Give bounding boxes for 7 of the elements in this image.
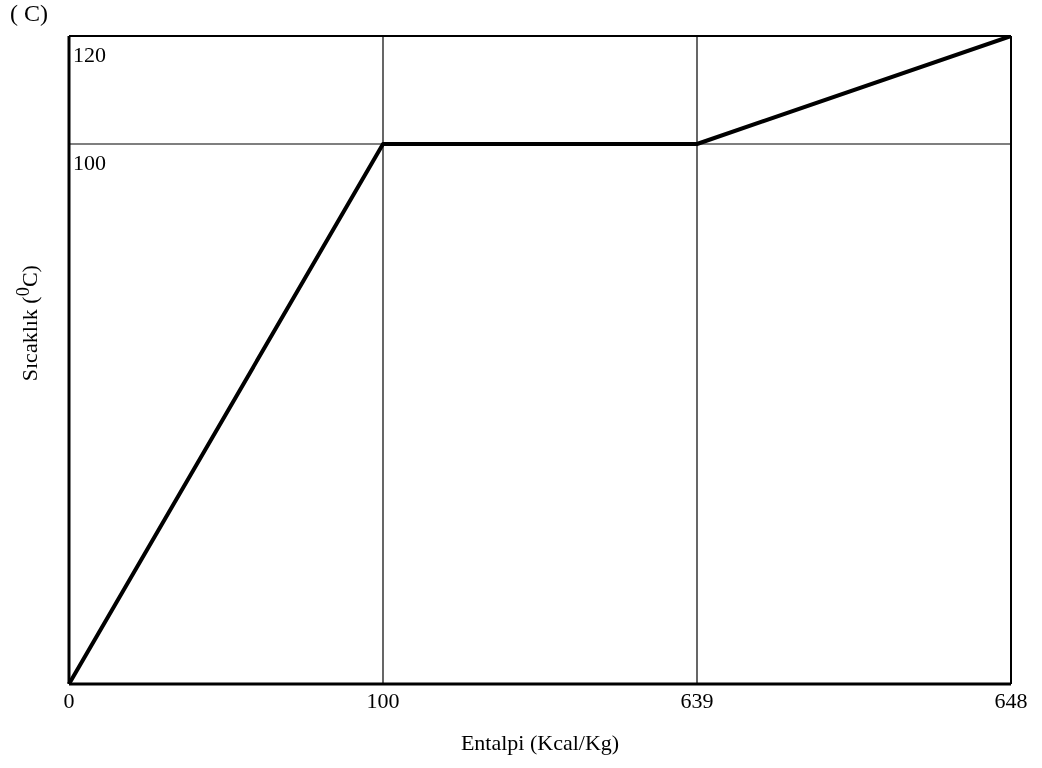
x-tick-label: 648 [994, 688, 1028, 713]
x-axis-title: Entalpi (Kcal/Kg) [460, 730, 620, 755]
x-tick-label: 0 [63, 688, 75, 713]
x-tick-label: 100 [366, 688, 400, 713]
chart-title: ( C) [10, 0, 48, 27]
x-tick-label: 639 [680, 688, 714, 713]
y-tick-label: 120 [73, 42, 106, 67]
